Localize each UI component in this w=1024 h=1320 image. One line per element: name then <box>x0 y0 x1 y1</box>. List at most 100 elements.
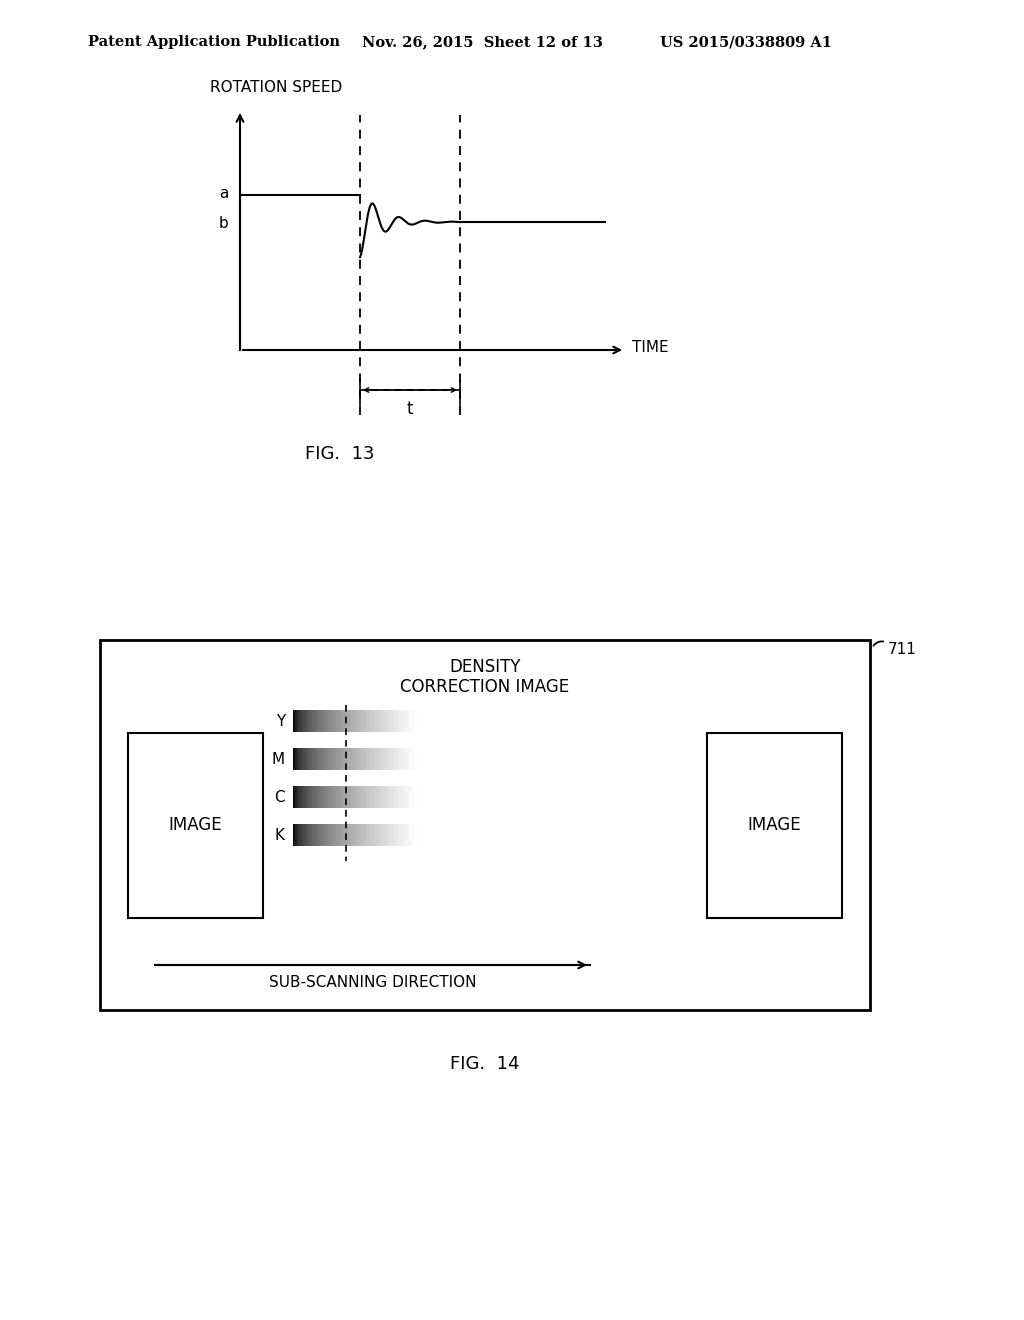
Bar <box>340 785 342 808</box>
Bar <box>417 748 419 770</box>
Bar <box>401 785 403 808</box>
Bar <box>364 748 366 770</box>
Bar <box>307 748 309 770</box>
Bar <box>390 824 392 846</box>
Bar <box>337 824 339 846</box>
Bar <box>347 748 349 770</box>
Bar <box>423 748 425 770</box>
Bar <box>318 785 321 808</box>
Bar <box>400 785 402 808</box>
Bar <box>319 785 322 808</box>
Bar <box>399 824 401 846</box>
Bar <box>370 785 372 808</box>
Bar <box>352 824 354 846</box>
Bar <box>375 748 377 770</box>
Bar <box>345 824 347 846</box>
Bar <box>128 733 263 917</box>
Bar <box>414 748 417 770</box>
Bar <box>325 710 327 733</box>
Bar <box>343 824 346 846</box>
Bar <box>408 785 410 808</box>
Bar <box>351 710 353 733</box>
Bar <box>347 824 349 846</box>
Bar <box>351 785 353 808</box>
Bar <box>406 785 408 808</box>
Bar <box>307 710 309 733</box>
Bar <box>375 710 377 733</box>
Bar <box>390 710 392 733</box>
Bar <box>359 785 362 808</box>
Bar <box>370 824 372 846</box>
Bar <box>394 824 396 846</box>
Bar <box>310 785 313 808</box>
Bar <box>304 785 306 808</box>
Bar <box>329 824 331 846</box>
Bar <box>413 710 415 733</box>
Bar <box>342 824 344 846</box>
Bar <box>353 824 355 846</box>
Bar <box>395 824 397 846</box>
Bar <box>332 710 334 733</box>
Bar <box>385 748 387 770</box>
Bar <box>373 748 375 770</box>
Bar <box>434 824 436 846</box>
Bar <box>307 785 309 808</box>
Bar <box>418 710 420 733</box>
Bar <box>378 710 380 733</box>
Bar <box>397 748 399 770</box>
Bar <box>335 785 337 808</box>
Bar <box>298 785 300 808</box>
Bar <box>385 710 387 733</box>
Bar <box>317 748 319 770</box>
Bar <box>383 824 385 846</box>
Bar <box>443 710 445 733</box>
Bar <box>362 824 365 846</box>
Bar <box>441 785 444 808</box>
Bar <box>408 710 410 733</box>
Bar <box>317 824 319 846</box>
Bar <box>443 824 445 846</box>
Bar <box>389 710 391 733</box>
Bar <box>359 710 362 733</box>
Bar <box>314 710 316 733</box>
Bar <box>345 785 347 808</box>
Bar <box>412 748 414 770</box>
Bar <box>336 710 338 733</box>
Bar <box>313 824 315 846</box>
Bar <box>340 748 342 770</box>
Bar <box>308 824 310 846</box>
Bar <box>326 710 328 733</box>
Bar <box>376 748 379 770</box>
Bar <box>346 748 348 770</box>
Bar <box>304 748 306 770</box>
Bar <box>334 824 336 846</box>
Bar <box>369 824 371 846</box>
Bar <box>324 824 326 846</box>
Bar <box>387 748 390 770</box>
Bar <box>324 785 326 808</box>
Bar <box>379 824 381 846</box>
Bar <box>358 710 360 733</box>
Bar <box>423 785 425 808</box>
Bar <box>414 785 417 808</box>
Bar <box>342 785 344 808</box>
Bar <box>351 748 353 770</box>
Bar <box>327 748 330 770</box>
Bar <box>312 710 314 733</box>
Bar <box>367 785 369 808</box>
Bar <box>425 824 428 846</box>
Bar <box>297 824 299 846</box>
Bar <box>394 710 396 733</box>
Bar <box>387 710 390 733</box>
Bar <box>331 748 333 770</box>
Bar <box>362 785 365 808</box>
Bar <box>350 748 352 770</box>
Bar <box>314 785 316 808</box>
Bar <box>327 824 330 846</box>
Bar <box>302 785 304 808</box>
Bar <box>391 710 393 733</box>
Bar <box>302 710 304 733</box>
Bar <box>310 748 313 770</box>
Bar <box>318 748 321 770</box>
Bar <box>371 748 374 770</box>
